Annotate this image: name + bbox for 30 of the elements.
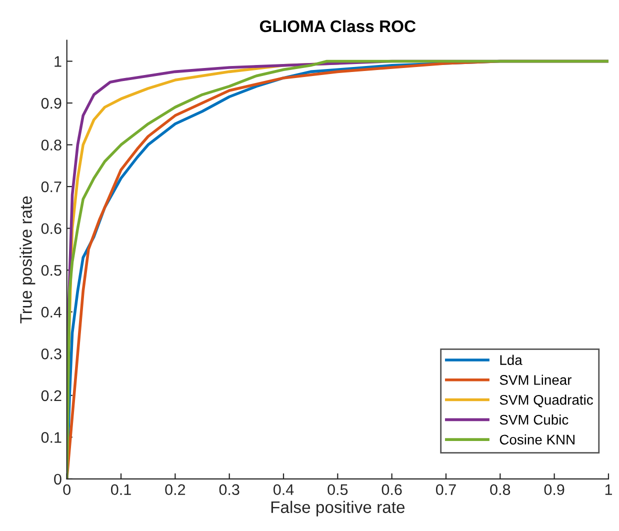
legend-label: SVM Quadratic: [500, 394, 593, 408]
y-tick-label: 0.2: [41, 390, 62, 402]
y-tick-label: 0: [54, 474, 62, 485]
y-tick-label: 0.5: [41, 264, 62, 276]
x-tick-label: 0.6: [382, 484, 402, 496]
x-tick-label: 0.5: [328, 484, 348, 496]
x-tick-label: 0.2: [165, 484, 186, 496]
x-tick-label: 0.3: [219, 484, 240, 496]
x-tick-label: 0.7: [436, 484, 456, 496]
y-tick-label: 0.3: [41, 348, 62, 360]
x-axis-title: False positive rate: [271, 500, 405, 516]
y-tick-label: 0.1: [41, 432, 62, 443]
chart-title: GLIOMA Class ROC: [260, 20, 416, 32]
x-tick-label: 0.9: [544, 484, 564, 496]
y-axis-title: True positive rate: [20, 196, 36, 324]
legend-label: Cosine KNN: [500, 434, 574, 445]
x-tick-label: 1: [605, 484, 612, 495]
y-tick-label: 0.9: [41, 98, 62, 109]
y-tick-label: 0.7: [41, 181, 62, 192]
y-tick-label: 0.4: [41, 306, 62, 318]
legend-label: Lda: [500, 354, 522, 365]
y-tick-label: 0.8: [41, 140, 62, 150]
legend-label: SVM Linear: [500, 374, 572, 385]
legend-label: SVM Cubic: [500, 414, 568, 425]
x-tick-label: 0.8: [490, 484, 510, 496]
x-tick-label: 0.4: [273, 484, 294, 496]
x-tick-label: 0.1: [110, 484, 131, 496]
x-tick-label: 0: [63, 484, 71, 496]
y-tick-label: 0.6: [41, 223, 62, 234]
y-tick-label: 1: [54, 56, 62, 67]
